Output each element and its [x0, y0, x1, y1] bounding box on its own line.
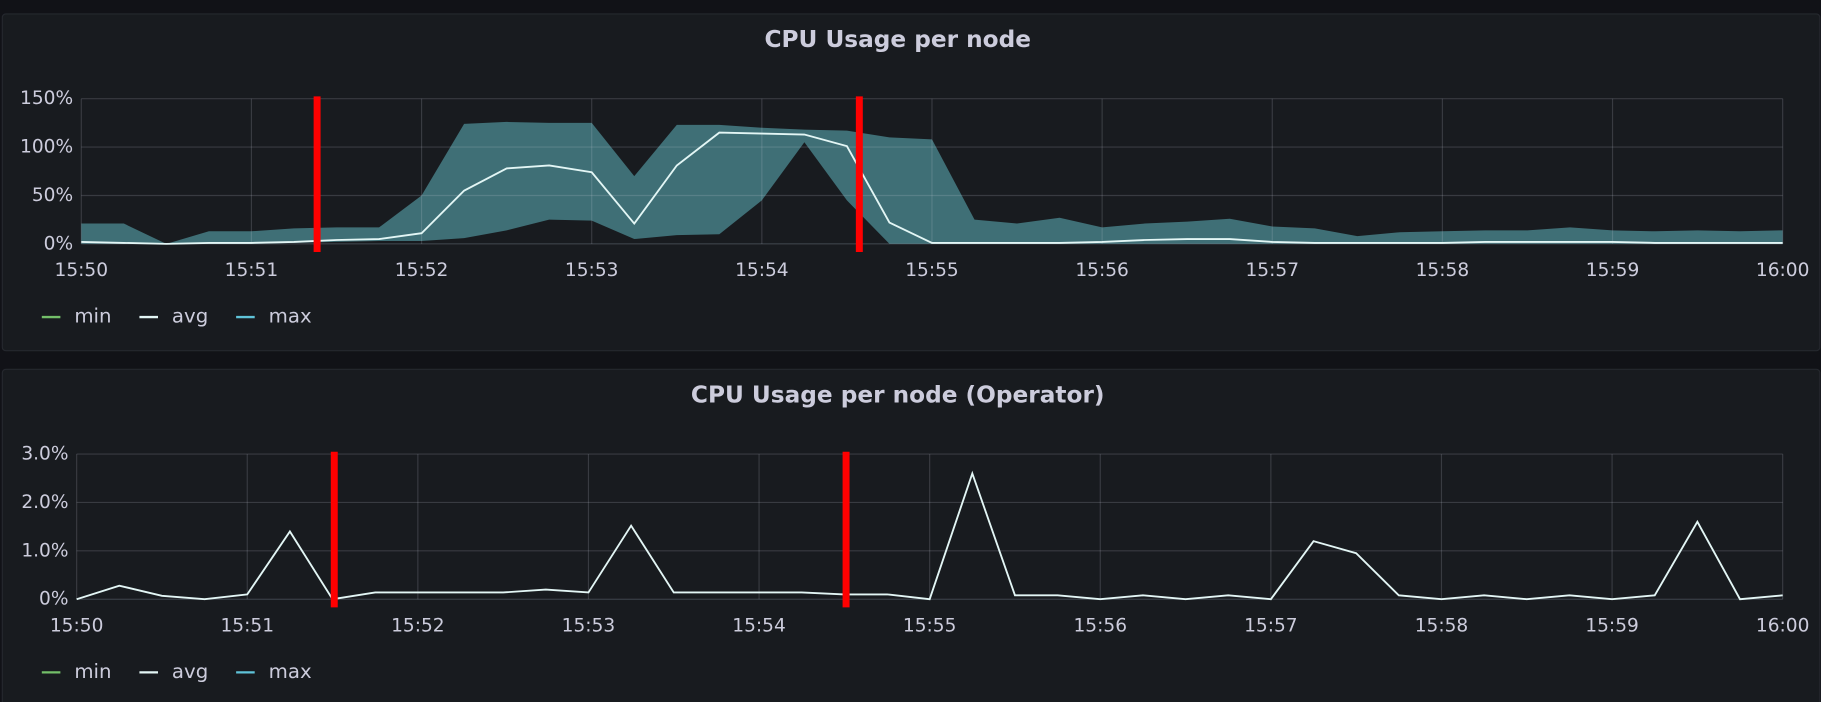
series-line: [76, 470, 1783, 601]
legend-label: avg: [172, 660, 208, 683]
panel-title: CPU Usage per node (Operator): [691, 382, 1105, 409]
x-tick-label: 15:57: [1244, 615, 1298, 636]
series-line: [81, 131, 1783, 245]
x-tick-label: 16:00: [1756, 615, 1810, 636]
legend-label: min: [74, 305, 111, 328]
legend-label: max: [269, 660, 312, 683]
x-tick-label: 15:50: [55, 260, 109, 281]
panel: CPU Usage per node (Operator) 0% 1.0% 2.0% 3…: [1, 368, 1821, 702]
x-tick-label: 15:54: [735, 260, 789, 281]
x-tick-label: 15:55: [905, 260, 959, 281]
x-tick-label: 15:57: [1245, 260, 1299, 281]
y-tick-label: 50%: [32, 185, 73, 206]
legend-label: avg: [172, 305, 208, 328]
x-tick-label: 15:59: [1585, 615, 1639, 636]
legend-label: max: [269, 305, 312, 328]
y-tick-label: 0%: [44, 233, 73, 254]
y-tick-label: 100%: [20, 137, 73, 158]
x-tick-label: 15:55: [903, 615, 957, 636]
x-tick-label: 15:52: [395, 260, 449, 281]
x-tick-label: 15:59: [1586, 260, 1640, 281]
y-tick-label: 2.0%: [21, 492, 68, 513]
x-tick-label: 15:52: [391, 615, 445, 636]
x-tick-label: 15:58: [1416, 260, 1470, 281]
x-tick-label: 15:56: [1073, 615, 1127, 636]
y-tick-label: 3.0%: [21, 444, 68, 465]
panel-title: CPU Usage per node: [764, 26, 1031, 53]
panel: CPU Usage per node 0% 50% 100% 150% 15:50 15:5…: [1, 13, 1821, 352]
x-tick-label: 15:53: [565, 260, 619, 281]
y-tick-label: 150%: [20, 88, 73, 109]
x-tick-label: 15:58: [1415, 615, 1469, 636]
legend-label: min: [74, 660, 111, 683]
band-area: [81, 121, 1783, 244]
x-tick-label: 15:50: [50, 615, 104, 636]
x-tick-label: 15:56: [1075, 260, 1129, 281]
x-tick-label: 15:51: [225, 260, 279, 281]
y-tick-label: 1.0%: [21, 540, 68, 561]
x-tick-label: 15:51: [220, 615, 274, 636]
band-mask: [76, 473, 1783, 600]
y-tick-label: 0%: [39, 589, 68, 610]
x-tick-label: 15:54: [732, 615, 786, 636]
x-tick-label: 16:00: [1756, 260, 1810, 281]
x-tick-label: 15:53: [562, 615, 616, 636]
panel-frame: [1, 368, 1821, 702]
